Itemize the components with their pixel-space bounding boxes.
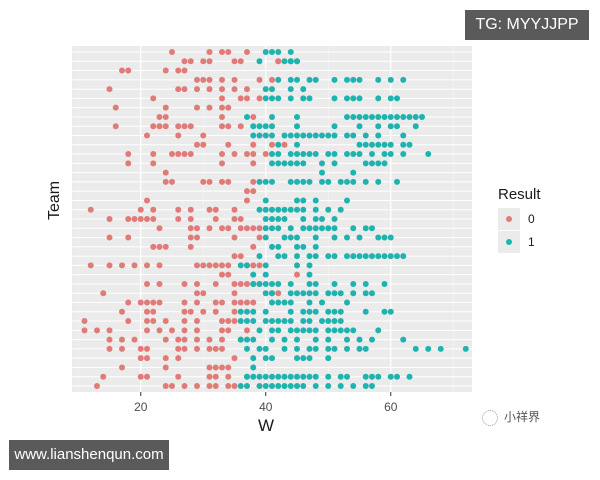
x-axis-ticks xyxy=(140,392,392,396)
tg-badge: TG: MYYJJPP xyxy=(465,10,589,40)
legend-dot-1-icon xyxy=(506,238,512,245)
legend-item-1: 1 xyxy=(498,230,541,253)
legend: Result 0 1 xyxy=(498,186,541,253)
legend-item-0: 0 xyxy=(498,207,541,230)
x-tick-label: 20 xyxy=(134,400,148,414)
y-axis-title: Team xyxy=(46,180,63,220)
x-axis-title: W xyxy=(258,416,275,435)
watermark-text: 小祥界 xyxy=(504,410,541,424)
x-tick-label: 40 xyxy=(259,400,273,414)
data-points xyxy=(81,49,469,389)
x-tick-label: 60 xyxy=(384,400,398,414)
legend-key xyxy=(498,230,520,253)
legend-key xyxy=(498,207,520,230)
legend-dot-0-icon xyxy=(506,215,512,222)
legend-title: Result xyxy=(498,186,541,203)
watermark: 小祥界 xyxy=(482,408,540,426)
wechat-channel-icon xyxy=(482,409,498,426)
site-url-badge[interactable]: www.lianshenqun.com xyxy=(9,440,169,470)
legend-label: 1 xyxy=(528,234,535,249)
legend-label: 0 xyxy=(528,211,535,226)
